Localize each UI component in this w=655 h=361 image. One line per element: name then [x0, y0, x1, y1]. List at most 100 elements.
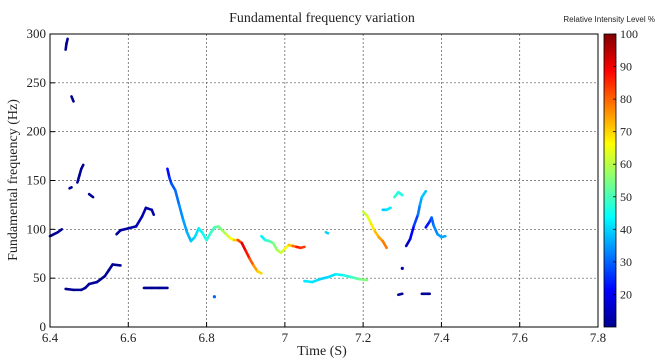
series-line [324, 230, 330, 235]
data-series [48, 37, 447, 299]
series-segment [87, 192, 95, 199]
series-segment [357, 277, 369, 282]
series-segment [310, 277, 322, 284]
colorbar-tick-label: 30 [620, 255, 632, 269]
y-tick-label: 250 [27, 75, 47, 90]
series-segment [68, 186, 73, 190]
series-segment [271, 241, 279, 252]
series-segment [181, 218, 189, 234]
series-segment [397, 190, 404, 197]
series-segment [173, 188, 181, 207]
series-segment [318, 275, 330, 281]
series-line [424, 216, 447, 239]
series-segment [140, 206, 148, 218]
series-segment [256, 270, 263, 275]
series-segment [65, 37, 69, 46]
y-tick-label: 50 [33, 270, 46, 285]
y-tick-label: 150 [27, 173, 47, 188]
chart-title: Fundamental frequency variation [229, 11, 415, 26]
colorbar-tick-label: 40 [620, 222, 632, 236]
series-segment [412, 213, 420, 227]
series-segment [334, 272, 345, 277]
series-segment [385, 206, 392, 212]
series-segment [440, 234, 447, 239]
colorbar [603, 33, 617, 328]
x-tick-label: 7.2 [355, 330, 371, 345]
series-line [64, 263, 122, 292]
colorbar-tick-label: 60 [620, 157, 632, 171]
x-axis-label: Time (S) [297, 344, 347, 359]
series-line [68, 186, 73, 190]
colorbar-ticks: 20 30 40 50 60 70 80 90 100 [613, 27, 638, 301]
series-segment [134, 215, 144, 228]
series-segment [111, 263, 122, 267]
colorbar-tick-label: 20 [620, 287, 632, 301]
colorbar-tick-label: 70 [620, 125, 632, 139]
series-line [260, 234, 306, 255]
series-segment [432, 224, 439, 236]
x-tick-label: 6.6 [120, 330, 137, 345]
series-line [76, 163, 85, 184]
x-tick-label: 7.6 [512, 330, 529, 345]
x-axis-ticks: 6.4 6.6 6.8 7 7.2 7.4 7.6 7.8 [42, 322, 606, 345]
series-segment [416, 203, 422, 216]
series-segment [80, 163, 85, 171]
series-segment [166, 167, 171, 179]
series-segment [397, 292, 404, 297]
series-segment [430, 216, 435, 227]
series-segment [244, 249, 251, 260]
series-segment [404, 237, 412, 248]
series-segment [126, 225, 138, 230]
colorbar-label: Relative Intensity Level % [563, 15, 655, 24]
series-segment [418, 195, 424, 207]
x-tick-label: 6.4 [42, 330, 59, 345]
series-segment [342, 273, 353, 279]
series-segment [56, 228, 64, 234]
x-tick-label: 7.4 [433, 330, 450, 345]
series-line [166, 167, 263, 275]
series-segment [193, 227, 201, 239]
colorbar-tick-label: 80 [620, 92, 632, 106]
series-segment [185, 230, 193, 243]
series-segment [303, 279, 314, 284]
series-segment [326, 272, 338, 279]
series-segment [369, 222, 377, 233]
series-segment [177, 203, 185, 221]
series-line [115, 206, 156, 236]
x-tick-label: 7.8 [590, 330, 606, 345]
series-segment [70, 95, 75, 103]
series-segment [350, 275, 361, 281]
colorbar-tick-label: 100 [620, 27, 638, 41]
y-axis-ticks: 0 50 100 150 200 250 300 [27, 26, 55, 334]
series-segment [299, 245, 306, 250]
series-line [87, 192, 95, 199]
data-point [400, 266, 404, 270]
y-tick-label: 0 [40, 319, 47, 334]
series-segment [324, 230, 330, 235]
series-segment [240, 241, 248, 253]
series-line [381, 206, 392, 212]
x-tick-label: 6.8 [198, 330, 214, 345]
series-segment [150, 208, 156, 216]
x-tick-label: 7 [282, 330, 289, 345]
y-tick-label: 100 [27, 221, 47, 236]
series-segment [408, 224, 416, 241]
series-segment [248, 257, 255, 267]
series-segment [119, 227, 130, 232]
series-line [404, 189, 428, 248]
series-line [303, 272, 369, 284]
colorbar-tick-label: 50 [620, 190, 632, 204]
series-line [397, 292, 404, 297]
series-line [64, 37, 69, 51]
series-line [393, 190, 404, 199]
colorbar-tick-label: 90 [620, 60, 632, 74]
y-tick-label: 300 [27, 26, 47, 41]
y-tick-label: 200 [27, 124, 47, 139]
series-line [48, 228, 64, 238]
grid [50, 34, 598, 327]
series-segment [64, 287, 75, 292]
series-line [70, 95, 75, 103]
series-segment [170, 182, 177, 192]
series-segment [365, 214, 373, 225]
